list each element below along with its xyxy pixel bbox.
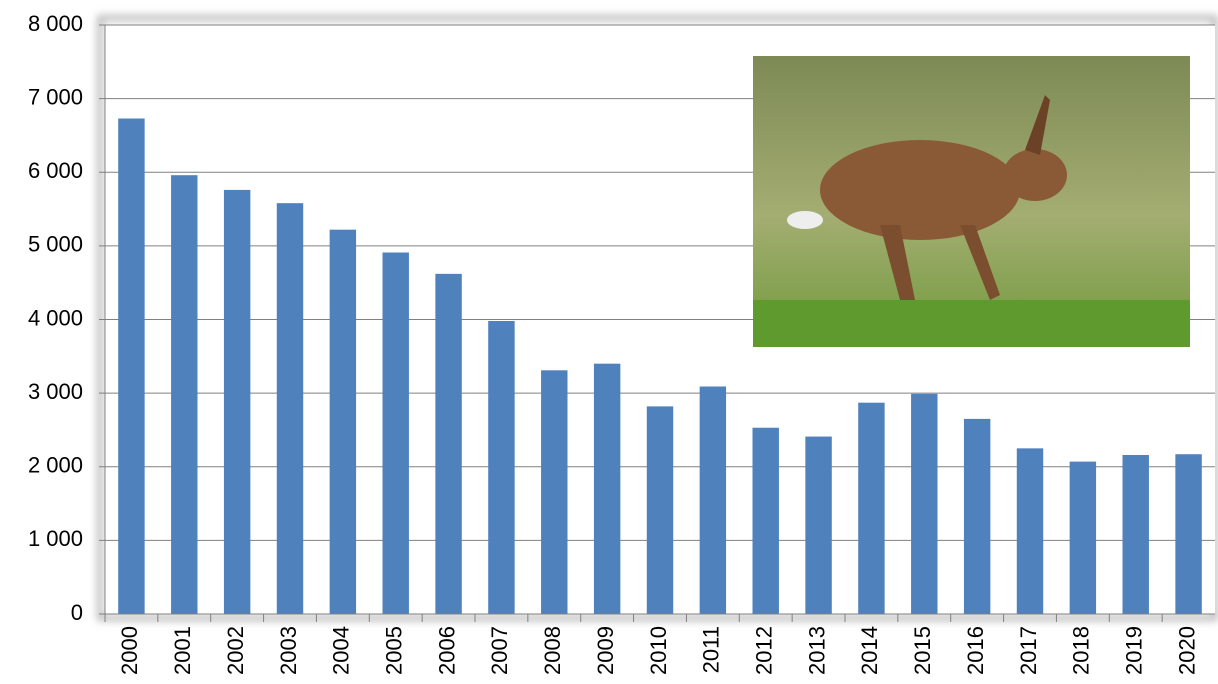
bar (118, 119, 144, 614)
bar (330, 230, 356, 614)
x-tick-label: 2020 (1174, 626, 1199, 675)
chart: 0 1 000 2 000 3 000 4 000 5 000 6 000 7 000 8 00… (0, 0, 1218, 684)
bar (277, 203, 303, 614)
bar (647, 406, 673, 614)
x-tick-label: 2003 (276, 626, 301, 675)
x-tick-label: 2014 (857, 626, 882, 675)
x-tick-label: 2018 (1069, 626, 1094, 675)
photo (753, 56, 1190, 347)
x-tick-label: 2000 (117, 626, 142, 675)
bar (964, 419, 990, 614)
bar (1175, 454, 1201, 614)
y-tick-label: 0 (71, 600, 83, 625)
page: 0 1 000 2 000 3 000 4 000 5 000 6 000 7 000 8 00… (0, 0, 1218, 684)
x-tick-label: 2012 (752, 626, 777, 675)
bar (805, 437, 831, 614)
bar (594, 364, 620, 614)
bar (911, 394, 937, 614)
x-tick-label: 2009 (593, 626, 618, 675)
y-tick-label: 5 000 (28, 232, 83, 257)
x-tick-label: 2005 (382, 626, 407, 675)
bar (488, 321, 514, 614)
x-tick-label: 2016 (963, 626, 988, 675)
x-tick-label: 2019 (1122, 626, 1147, 675)
y-tick-label: 7 000 (28, 84, 83, 109)
bar (383, 253, 409, 614)
bar (1123, 455, 1149, 614)
y-tick-label: 6 000 (28, 158, 83, 183)
x-tick-label: 2013 (804, 626, 829, 675)
x-tick-label: 2004 (329, 626, 354, 675)
bar (224, 190, 250, 614)
hare-head (1003, 149, 1067, 201)
x-tick-label: 2007 (487, 626, 512, 675)
hare-tail (787, 211, 823, 229)
x-tick-label: 2010 (646, 626, 671, 675)
x-tick-label: 2017 (1016, 626, 1041, 675)
bar (753, 428, 779, 614)
x-tick-label: 2006 (434, 626, 459, 675)
y-tick-label: 3 000 (28, 379, 83, 404)
bar (171, 175, 197, 614)
x-tick-label: 2008 (540, 626, 565, 675)
bar (435, 274, 461, 614)
bar (858, 403, 884, 614)
x-tick-label: 2015 (910, 626, 935, 675)
y-tick-label: 2 000 (28, 453, 83, 478)
bar (1070, 462, 1096, 614)
x-tick-label: 2002 (223, 626, 248, 675)
y-tick-label: 4 000 (28, 305, 83, 330)
y-tick-label: 1 000 (28, 526, 83, 551)
y-tick-label: 8 000 (28, 11, 83, 36)
hare-body (820, 140, 1020, 240)
bar (700, 386, 726, 614)
x-tick-label: 2001 (170, 626, 195, 675)
bar (541, 370, 567, 614)
photo-grass (753, 300, 1190, 347)
x-tick-label: 2011 (699, 626, 724, 673)
bar (1017, 448, 1043, 614)
